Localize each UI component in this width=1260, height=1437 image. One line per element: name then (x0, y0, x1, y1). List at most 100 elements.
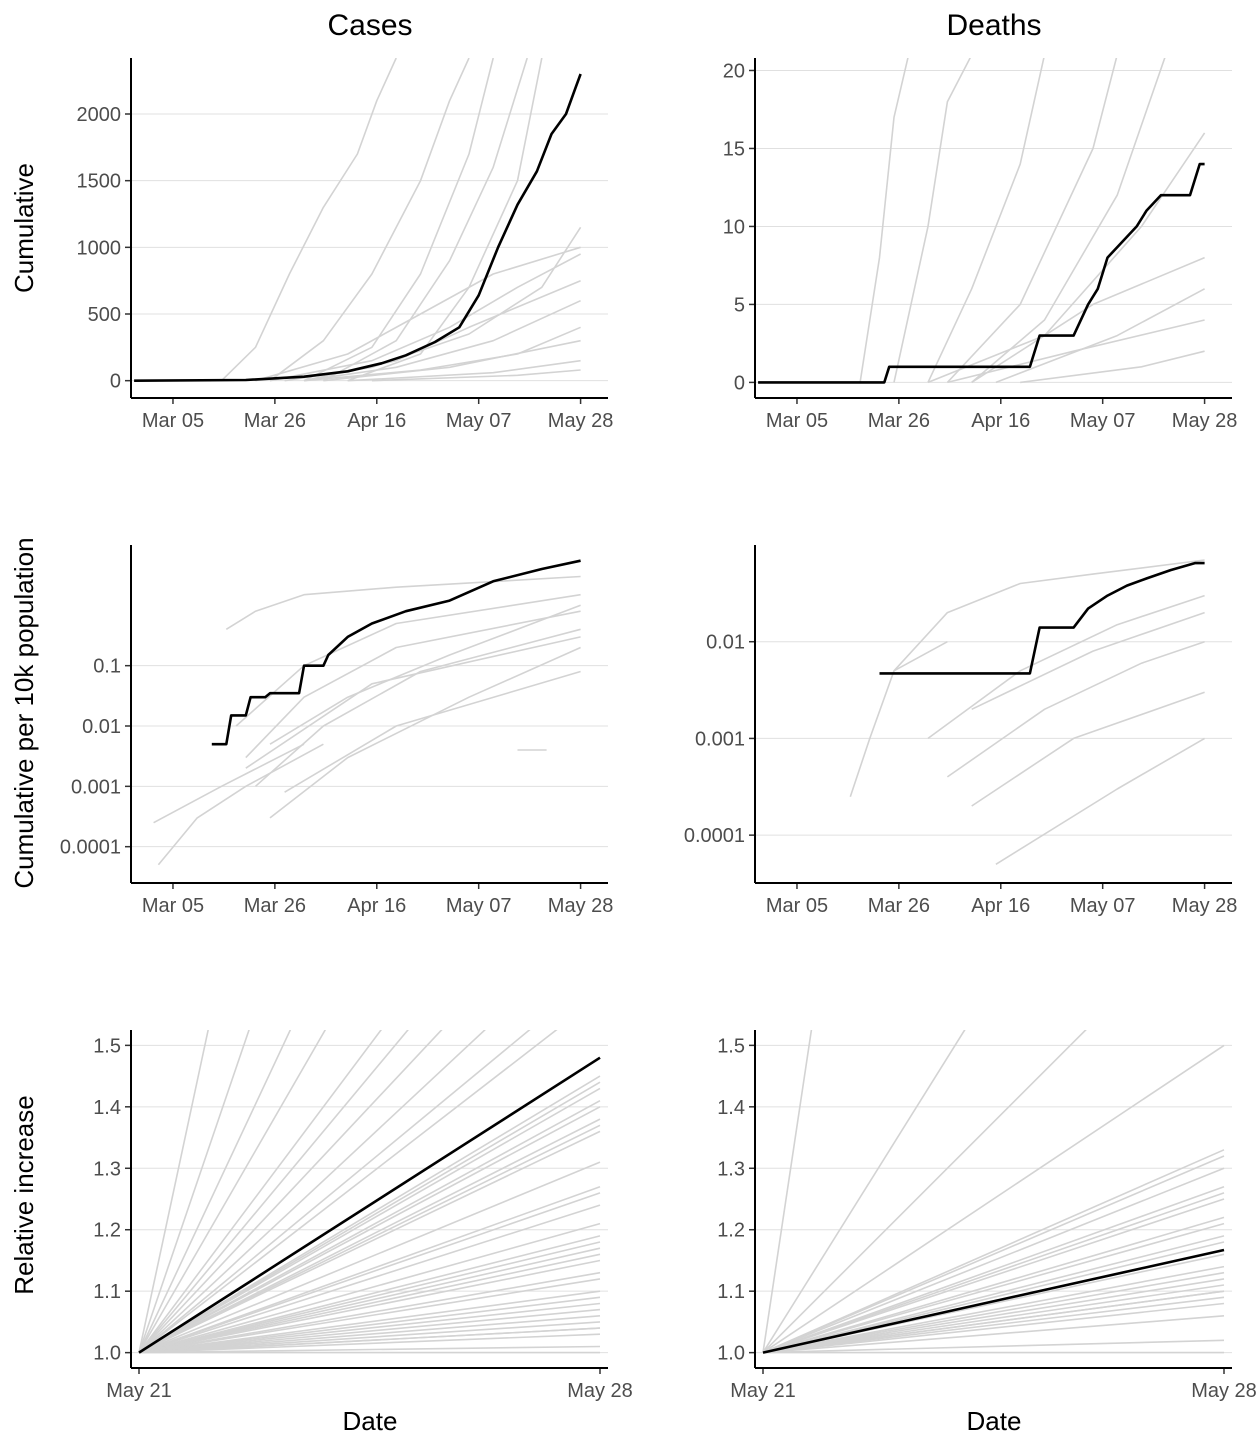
y-tick-label: 20 (723, 60, 745, 82)
background-series-line (995, 288, 1205, 384)
background-series-line (138, 1030, 443, 1354)
y-tick-label: 1.4 (93, 1097, 121, 1119)
y-tick-label: 1.5 (93, 1035, 121, 1057)
x-tick-label: Apr 16 (347, 895, 406, 917)
series-group (758, 58, 1206, 384)
background-series-line (762, 1185, 1225, 1354)
y-tick-label: 0.001 (695, 728, 745, 750)
background-series-line (220, 58, 397, 382)
x-tick-label: May 28 (1191, 1380, 1257, 1402)
background-series-line (138, 1247, 601, 1354)
background-series-line (245, 610, 581, 759)
highlighted-series-line (211, 559, 581, 746)
x-tick-label: Mar 26 (868, 895, 930, 917)
y-tick-label: 15 (723, 138, 745, 160)
background-series-line (138, 1259, 601, 1354)
background-series-line (762, 1339, 1225, 1354)
background-series-line (971, 691, 1205, 807)
background-series-line (762, 1235, 1225, 1354)
background-series-line (138, 1124, 601, 1354)
y-tick-label: 1.3 (717, 1158, 745, 1180)
background-series-line (255, 246, 581, 382)
y-tick-label: 2000 (77, 104, 122, 126)
y-tick-label: 0.0001 (684, 825, 745, 847)
background-series-line (284, 670, 581, 793)
row-label-cumulative-per-10k: Cumulative per 10k population (9, 537, 39, 888)
background-series-line (138, 1241, 601, 1354)
x-tick-label: Apr 16 (347, 410, 406, 432)
background-series-line (138, 1321, 601, 1354)
background-series-line (138, 1327, 601, 1354)
series-group (849, 559, 1206, 865)
x-tick-label: Apr 16 (971, 895, 1030, 917)
background-series-line (762, 1198, 1225, 1354)
highlighted-series-line (879, 561, 1205, 675)
series-group (138, 1030, 601, 1354)
background-series-line (138, 1099, 601, 1354)
y-tick-label: 0.01 (706, 632, 745, 654)
y-tick-label: 1.0 (93, 1343, 121, 1365)
background-series-line (946, 58, 1118, 383)
background-series-line (138, 1030, 292, 1353)
column-title-cases: Cases (327, 9, 412, 42)
x-tick-label: Mar 05 (766, 410, 828, 432)
background-series-line (138, 1030, 486, 1354)
background-series-line (138, 1253, 601, 1354)
x-tick-label: Mar 26 (244, 410, 306, 432)
background-series-line (762, 1167, 1225, 1354)
x-tick-label: Mar 26 (244, 895, 306, 917)
background-series-line (762, 1284, 1225, 1354)
background-series-line (971, 611, 1205, 711)
background-series-line (138, 1271, 601, 1354)
background-series-line (762, 1216, 1225, 1354)
background-series-line (371, 369, 581, 382)
background-series-line (138, 1030, 558, 1354)
x-tick-label: May 28 (1172, 410, 1238, 432)
background-series-line (153, 743, 305, 824)
x-tick-label: May 28 (548, 410, 614, 432)
background-series-line (762, 1192, 1225, 1354)
y-tick-label: 5 (734, 294, 745, 316)
background-series-line (138, 1030, 327, 1353)
x-tick-label: Mar 05 (142, 895, 204, 917)
background-series-line (762, 1030, 966, 1354)
x-tick-label: May 07 (1070, 895, 1136, 917)
background-series-line (927, 594, 1205, 740)
y-tick-label: 1.1 (717, 1281, 745, 1303)
series-group (762, 1030, 1225, 1354)
x-tick-label: May 07 (446, 895, 512, 917)
background-series-line (1020, 350, 1205, 384)
row-label-relative-increase: Relative increase (9, 1095, 39, 1294)
background-series-line (138, 1030, 531, 1354)
background-series-line (927, 132, 1206, 384)
background-series-line (225, 575, 581, 630)
background-series-line (138, 1030, 250, 1353)
panel-relative-increase-deaths: 1.0 1.1 1.2 1.3 1.4 1.5 May 21 May 28 (717, 1030, 1257, 1402)
background-series-line (762, 1265, 1225, 1354)
background-series-line (762, 1044, 1225, 1354)
background-series-line (849, 640, 948, 797)
row-label-cumulative: Cumulative (9, 163, 39, 293)
panel-relative-increase-cases: 1.0 1.1 1.2 1.3 1.4 1.5 May 21 May 28 (93, 1030, 633, 1402)
background-series-line (859, 58, 909, 383)
background-series-line (762, 1149, 1225, 1354)
panel-cumulative-cases: 0 500 1000 1500 2000 Mar 05 Mar 26 Apr 16 May 07… (77, 58, 614, 432)
background-series-line (138, 1315, 601, 1354)
x-tick-label: May 28 (567, 1380, 633, 1402)
background-series-line (138, 1235, 601, 1354)
background-series-line (893, 58, 971, 383)
y-tick-label: 0.0001 (60, 837, 121, 859)
background-series-line (947, 319, 1205, 384)
background-series-line (971, 58, 1166, 384)
background-series-line (927, 58, 1045, 383)
background-series-line (762, 1290, 1225, 1354)
background-series-line (245, 636, 581, 769)
x-tick-label: Mar 26 (868, 410, 930, 432)
y-tick-label: 1.2 (93, 1220, 121, 1242)
x-tick-label: Mar 05 (142, 410, 204, 432)
x-tick-label: May 28 (548, 895, 614, 917)
highlighted-series-line (758, 162, 1205, 384)
background-series-line (893, 559, 1205, 672)
background-series-line (138, 1278, 601, 1354)
